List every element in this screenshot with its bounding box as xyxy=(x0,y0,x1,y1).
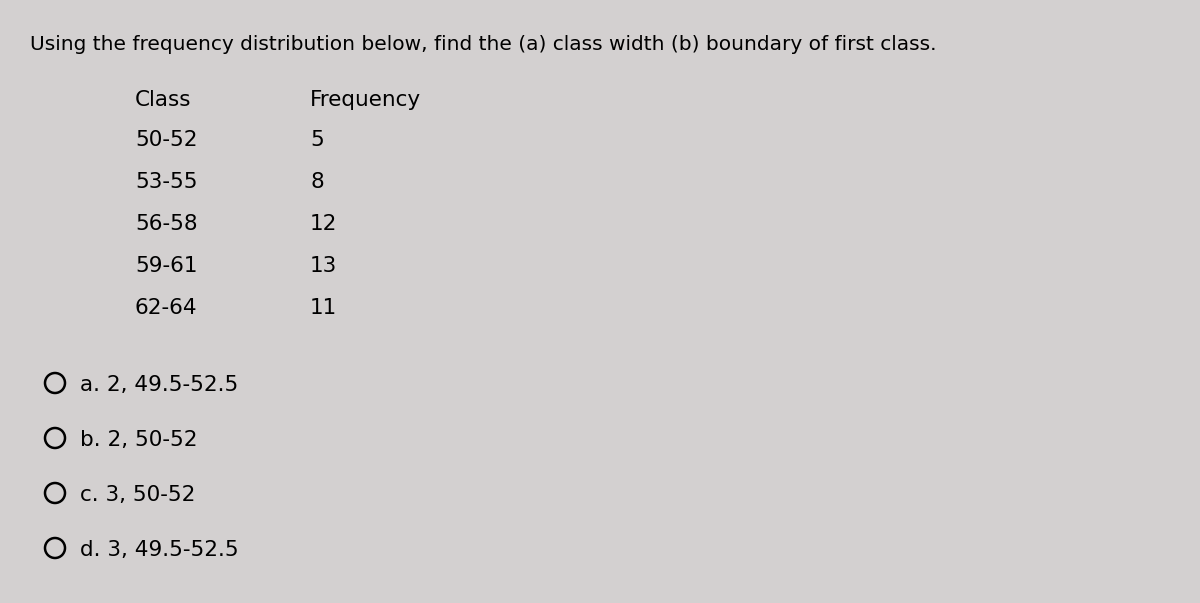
Text: Class: Class xyxy=(134,90,192,110)
Text: 62-64: 62-64 xyxy=(134,298,198,318)
Text: 56-58: 56-58 xyxy=(134,214,198,234)
Text: Using the frequency distribution below, find the (a) class width (b) boundary of: Using the frequency distribution below, … xyxy=(30,35,936,54)
Text: c. 3, 50-52: c. 3, 50-52 xyxy=(80,485,196,505)
Text: d. 3, 49.5-52.5: d. 3, 49.5-52.5 xyxy=(80,540,239,560)
Text: 11: 11 xyxy=(310,298,337,318)
Text: b. 2, 50-52: b. 2, 50-52 xyxy=(80,430,198,450)
Text: 50-52: 50-52 xyxy=(134,130,198,150)
Text: 53-55: 53-55 xyxy=(134,172,198,192)
Text: 13: 13 xyxy=(310,256,337,276)
Text: Frequency: Frequency xyxy=(310,90,421,110)
Text: 8: 8 xyxy=(310,172,324,192)
Text: 5: 5 xyxy=(310,130,324,150)
Text: a. 2, 49.5-52.5: a. 2, 49.5-52.5 xyxy=(80,375,239,395)
Text: 12: 12 xyxy=(310,214,337,234)
Text: 59-61: 59-61 xyxy=(134,256,198,276)
